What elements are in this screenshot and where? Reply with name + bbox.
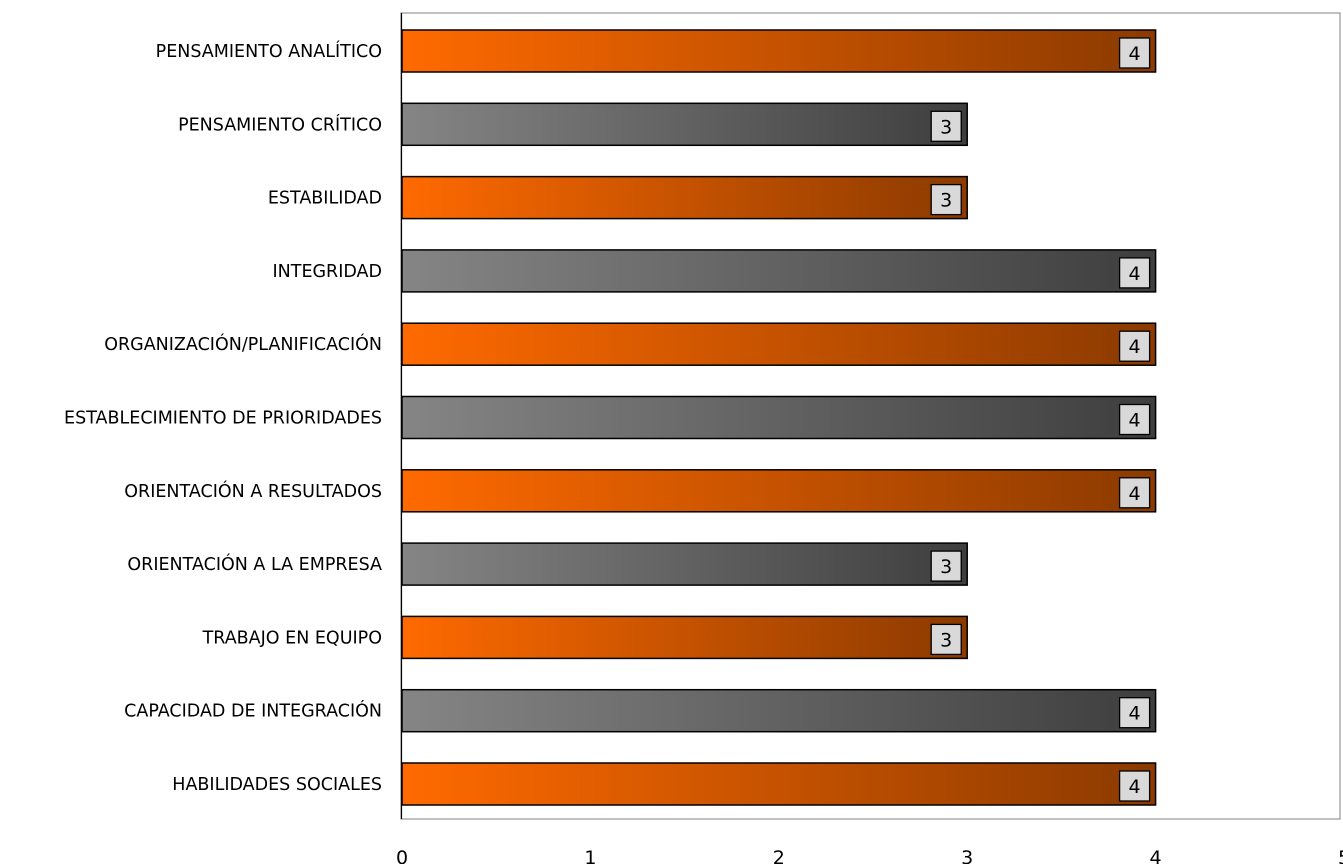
category-label: INTEGRIDAD	[273, 262, 383, 282]
data-label: 4	[1129, 776, 1141, 798]
data-label: 3	[940, 556, 952, 578]
x-tick-label: 5	[1338, 847, 1343, 864]
data-label-box	[930, 623, 962, 656]
data-label-box	[1118, 403, 1151, 436]
x-tick-label: 1	[584, 847, 596, 864]
data-label: 3	[940, 190, 952, 212]
data-label: 4	[1129, 410, 1141, 432]
data-label: 4	[1129, 483, 1141, 505]
data-label: 4	[1129, 263, 1141, 285]
category-label: TRABAJO EN EQUIPO	[202, 628, 382, 648]
category-label: ESTABLECIMIENTO DE PRIORIDADES	[64, 409, 382, 429]
data-label: 3	[940, 629, 952, 651]
category-label: ORGANIZACIÓN/PLANIFICACIÓN	[104, 333, 382, 355]
data-label-box	[1118, 37, 1151, 69]
bar	[401, 395, 1157, 440]
bar	[401, 29, 1157, 73]
bar	[401, 615, 968, 660]
bar	[401, 762, 1157, 806]
x-tick-label: 4	[1150, 847, 1162, 864]
data-label-box	[1118, 257, 1151, 289]
data-label: 4	[1129, 703, 1141, 725]
data-label: 4	[1129, 336, 1141, 358]
data-label: 4	[1129, 43, 1141, 65]
category-labels: PENSAMIENTO ANALÍTICO PENSAMIENTO CRÍTICO…	[64, 40, 382, 795]
data-label-box	[930, 110, 962, 142]
bar	[401, 322, 1157, 366]
data-label-box	[1118, 697, 1151, 729]
bar	[401, 688, 1157, 733]
category-label: PENSAMIENTO ANALÍTICO	[156, 40, 382, 62]
bar	[401, 249, 1157, 293]
x-tick-label: 3	[961, 847, 973, 864]
x-axis-ticks: 0 1 2 3 4 5	[396, 847, 1343, 864]
data-label-box	[1118, 770, 1151, 802]
bar	[401, 102, 968, 147]
x-tick-label: 0	[396, 847, 408, 864]
category-label: HABILIDADES SOCIALES	[172, 775, 382, 795]
bar	[401, 542, 968, 586]
category-label: CAPACIDAD DE INTEGRACIÓN	[124, 700, 382, 722]
category-label: ORIENTACIÓN A RESULTADOS	[124, 480, 382, 502]
bar	[401, 175, 968, 220]
bar	[401, 469, 1157, 513]
category-label: ORIENTACIÓN A LA EMPRESA	[127, 553, 382, 575]
x-tick-label: 2	[773, 847, 785, 864]
category-label: PENSAMIENTO CRÍTICO	[178, 113, 382, 135]
bars-layer: 4 3 3 4 4 4 4 3 3 4 4	[401, 29, 1157, 806]
data-label: 3	[940, 116, 952, 138]
data-label-box	[1118, 330, 1151, 362]
category-label: ESTABILIDAD	[268, 189, 382, 209]
data-label-box	[1118, 477, 1151, 509]
data-label-box	[930, 183, 962, 216]
data-label-box	[930, 550, 962, 582]
